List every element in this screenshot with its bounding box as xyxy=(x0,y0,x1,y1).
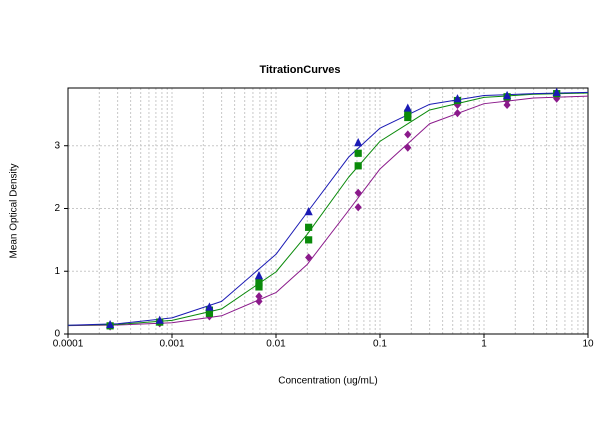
marker xyxy=(106,319,115,329)
fit-curve xyxy=(67,95,589,327)
marker xyxy=(354,137,363,147)
marker xyxy=(255,283,263,291)
x-tick-label: 0.0001 xyxy=(53,339,84,350)
marker xyxy=(404,113,412,122)
marker xyxy=(255,297,263,306)
marker xyxy=(305,236,313,244)
chart-title: TitrationCurves xyxy=(259,64,340,76)
marker xyxy=(404,109,412,117)
marker xyxy=(354,149,362,157)
marker xyxy=(502,90,512,100)
fit-curve xyxy=(67,92,589,326)
y-axis-label: Mean Optical Density xyxy=(9,163,20,258)
marker xyxy=(453,100,462,110)
marker xyxy=(553,94,561,103)
marker xyxy=(403,103,412,112)
marker xyxy=(305,253,313,262)
marker xyxy=(155,315,164,324)
marker xyxy=(354,203,362,212)
x-tick-label: 1 xyxy=(481,339,487,350)
x-axis-label: Concentration (ug/mL) xyxy=(278,376,378,387)
y-tick-label: 0 xyxy=(54,329,60,340)
marker xyxy=(354,162,362,170)
x-tick-label: 0.001 xyxy=(159,339,184,350)
y-tick-label: 2 xyxy=(54,203,60,214)
marker xyxy=(453,109,462,118)
x-tick-label: 10 xyxy=(582,339,594,350)
marker xyxy=(404,130,412,139)
marker xyxy=(404,143,412,152)
marker xyxy=(304,207,313,216)
y-tick-label: 3 xyxy=(54,140,60,151)
marker xyxy=(503,100,511,110)
marker xyxy=(205,302,214,311)
marker xyxy=(305,223,313,231)
x-tick-label: 0.1 xyxy=(373,339,387,350)
y-tick-label: 1 xyxy=(54,266,60,277)
marker xyxy=(255,292,263,301)
marker xyxy=(552,87,561,96)
marker xyxy=(453,94,462,103)
x-tick-label: 0.01 xyxy=(266,339,286,350)
marker xyxy=(254,271,264,280)
marker xyxy=(255,278,263,287)
marker xyxy=(354,188,362,197)
plot-frame xyxy=(67,87,589,335)
